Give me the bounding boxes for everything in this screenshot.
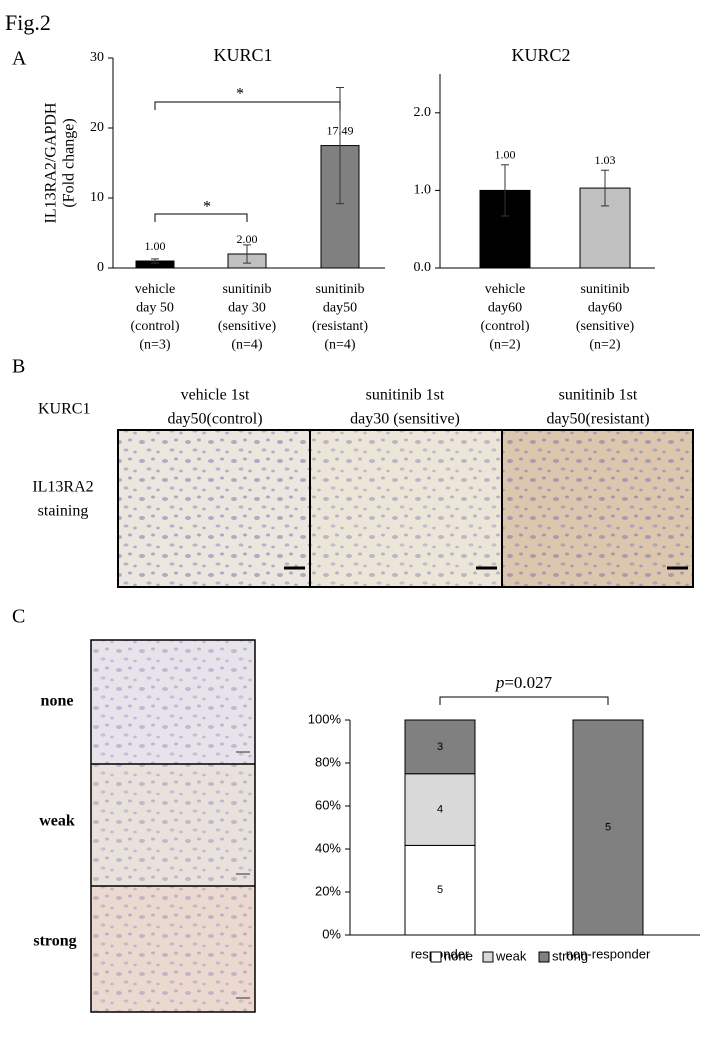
bar-segment: [404, 719, 476, 775]
stain-label: IL13RA2: [32, 479, 93, 496]
x-tick-label: vehicle: [135, 282, 175, 297]
count-label: 3: [437, 741, 443, 753]
y-tick-label: 40%: [315, 840, 341, 855]
y-tick-label: 0%: [322, 926, 341, 941]
y-tick-label: 20%: [315, 883, 341, 898]
panel-label: B: [12, 356, 25, 378]
value-label: 2.00: [237, 232, 258, 246]
y-axis-label: IL13RA2/GAPDH: [43, 102, 60, 223]
bar-segment: [572, 719, 644, 936]
x-tick-label: (n=4): [324, 338, 356, 353]
legend-label: weak: [495, 948, 527, 963]
y-axis-label: (Fold change): [61, 118, 78, 207]
stain-label: staining: [38, 503, 89, 520]
x-tick-label: (sensitive): [218, 319, 277, 334]
significance-bracket: [439, 696, 609, 705]
column-label: sunitinib 1st: [366, 387, 445, 404]
x-tick-label: (n=3): [139, 338, 171, 353]
significance-label: *: [236, 86, 244, 103]
p-value: p=0.027: [495, 673, 553, 692]
y-tick-label: 100%: [308, 711, 342, 726]
x-tick-label: (sensitive): [576, 319, 635, 334]
row-label: KURC1: [38, 401, 90, 418]
x-tick-label: vehicle: [485, 282, 525, 297]
column-label: vehicle 1st: [181, 387, 250, 404]
value-label: 1.03: [595, 153, 616, 167]
frame: [117, 429, 694, 588]
y-tick-label: 20: [90, 120, 104, 135]
x-tick-label: (n=4): [231, 338, 263, 353]
micrographs-c: [90, 639, 256, 1013]
y-tick-label: 0.0: [414, 260, 432, 275]
significance-bracket: [154, 101, 341, 110]
panel-label: A: [12, 48, 27, 70]
y-tick-label: 0: [97, 260, 104, 275]
x-tick-label: day60: [588, 301, 622, 316]
chart-title: KURC1: [213, 45, 272, 65]
bar-segment: [404, 773, 476, 846]
x-tick-label: day60: [488, 301, 522, 316]
panel-label: C: [12, 606, 25, 628]
x-tick-label: sunitinib: [315, 282, 364, 297]
count-label: 4: [437, 803, 443, 815]
level-label: strong: [33, 933, 76, 950]
column-label: day30 (sensitive): [350, 411, 460, 428]
y-tick-label: 2.0: [414, 105, 432, 120]
count-label: 5: [437, 884, 443, 896]
legend-swatch: [538, 951, 550, 963]
micrograph-texture: [310, 430, 502, 587]
y-tick-label: 80%: [315, 754, 341, 769]
value-label: 17.49: [327, 123, 354, 137]
significance-label: *: [203, 199, 211, 216]
bar-segment: [404, 844, 476, 936]
x-tick-label: (n=2): [489, 338, 521, 353]
value-label: 1.00: [495, 148, 516, 162]
x-tick-label: (control): [481, 319, 530, 334]
x-tick-label: day 30: [228, 301, 266, 316]
level-label: weak: [39, 813, 75, 830]
micrographs-b: [117, 429, 694, 588]
x-tick-label: day50: [323, 301, 357, 316]
p-symbol: p: [495, 673, 505, 692]
x-tick-label: sunitinib: [580, 282, 629, 297]
y-tick-label: 30: [90, 50, 104, 65]
column-label: sunitinib 1st: [559, 387, 638, 404]
legend-label: none: [444, 948, 473, 963]
y-tick-label: 10: [90, 190, 104, 205]
x-tick-label: (n=2): [589, 338, 621, 353]
frame: [90, 639, 256, 1013]
chart-title: KURC2: [511, 45, 570, 65]
x-tick-label: (control): [131, 319, 180, 334]
p-number: =0.027: [504, 673, 552, 692]
value-label: 1.00: [145, 239, 166, 253]
micrograph-texture: [118, 430, 310, 587]
column-label: day50(resistant): [546, 411, 649, 428]
y-tick-label: 1.0: [414, 183, 432, 198]
level-label: none: [41, 693, 74, 710]
y-tick-label: 60%: [315, 797, 341, 812]
micrograph-texture: [91, 640, 255, 1012]
column-label: day50(control): [167, 411, 262, 428]
count-label: 5: [605, 821, 611, 833]
legend-swatch: [430, 951, 442, 963]
micrograph-texture: [502, 430, 693, 587]
legend-label: strong: [552, 948, 588, 963]
significance-bracket: [154, 213, 248, 222]
figure-label: Fig.2: [5, 10, 51, 35]
legend-swatch: [482, 951, 494, 963]
x-tick-label: day 50: [136, 301, 174, 316]
x-tick-label: non-responder: [566, 946, 651, 961]
x-tick-label: (resistant): [312, 319, 368, 334]
x-tick-label: sunitinib: [222, 282, 271, 297]
